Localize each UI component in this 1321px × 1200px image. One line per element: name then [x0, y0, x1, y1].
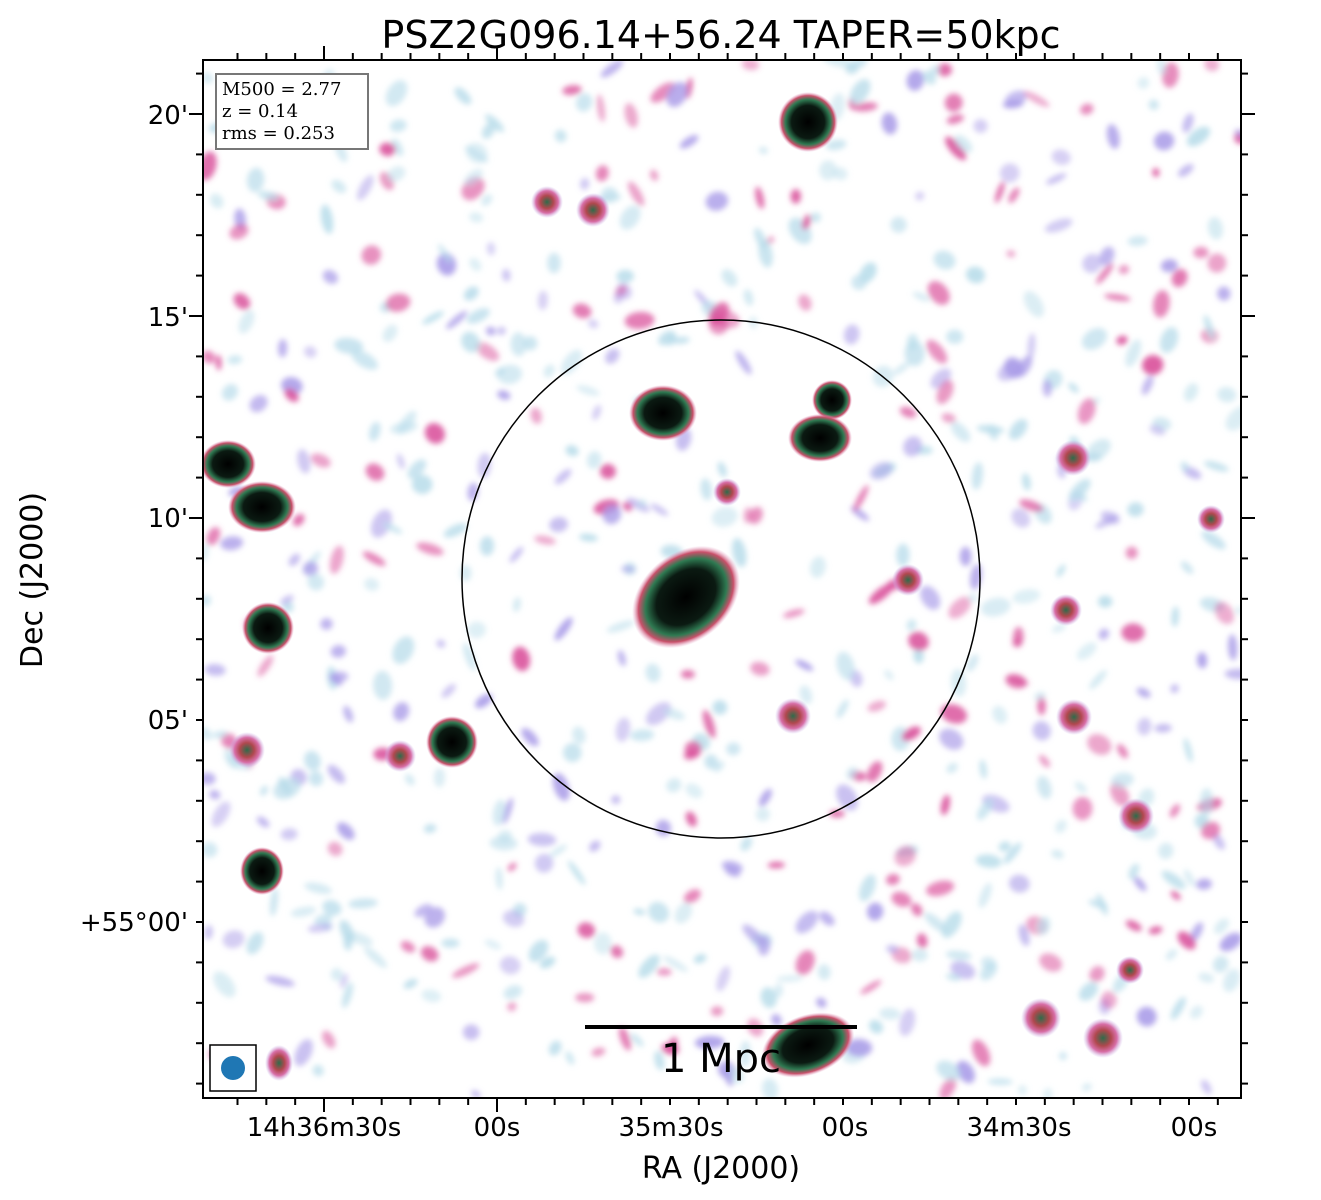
radio-source: [775, 698, 811, 734]
radio-source: [1056, 699, 1092, 735]
radio-source: [778, 92, 838, 152]
radio-image: 1 Mpc: [203, 60, 1241, 1098]
radio-source: [240, 847, 284, 895]
radio-source: [203, 440, 256, 488]
x-axis-label: RA (J2000): [642, 1151, 800, 1186]
radio-source: [629, 385, 697, 441]
radio-source: [713, 478, 741, 506]
radio-source: [1055, 440, 1091, 476]
y-tick-label: 10': [148, 504, 188, 534]
y-tick-label: 05': [148, 706, 188, 736]
radio-source: [1116, 956, 1144, 984]
radio-source: [426, 716, 478, 768]
radio-source: [265, 1045, 293, 1081]
info-redshift: z = 0.14: [222, 101, 298, 122]
y-tick-label: 20': [148, 101, 188, 131]
radio-source: [531, 186, 563, 218]
y-tick-labels: 20' 15' 10' 05' +55°00': [80, 101, 188, 938]
radio-source: [1118, 798, 1154, 834]
info-m500: M500 = 2.77: [222, 79, 341, 100]
x-tick-label: 14h36m30s: [247, 1113, 402, 1143]
radio-source: [788, 414, 852, 462]
x-tick-labels: 14h36m30s 00s 35m30s 00s 34m30s 00s: [247, 1113, 1218, 1143]
noise-texture: [203, 60, 1241, 1098]
radio-source: [1197, 505, 1225, 533]
radio-source: [228, 481, 296, 533]
beam-ellipse: [221, 1056, 245, 1080]
y-axis-label: Dec (J2000): [15, 492, 50, 668]
info-rms: rms = 0.253: [222, 123, 335, 144]
y-tick-label: +55°00': [80, 908, 188, 938]
plot-title: PSZ2G096.14+56.24 TAPER=50kpc: [381, 13, 1060, 57]
radio-source: [812, 380, 852, 420]
x-tick-label: 00s: [822, 1113, 869, 1143]
r500-circle: [461, 319, 981, 839]
info-legend: M500 = 2.77 z = 0.14 rms = 0.253: [215, 73, 369, 150]
radio-source: [384, 740, 416, 772]
y-tick-label: 15': [148, 303, 188, 333]
axis-ticks: [189, 46, 1255, 1112]
radio-source: [1050, 594, 1082, 626]
x-tick-label: 00s: [474, 1113, 521, 1143]
radio-source: [242, 602, 294, 654]
radio-sources: [203, 92, 1225, 1081]
radio-source: [1083, 1018, 1123, 1058]
bright-central-source: [632, 545, 740, 649]
radio-source: [229, 732, 265, 768]
radio-source: [576, 193, 610, 227]
x-tick-label: 34m30s: [966, 1113, 1071, 1143]
plot-frame: [202, 59, 1242, 1099]
radio-source: [892, 564, 924, 596]
x-tick-label: 35m30s: [618, 1113, 723, 1143]
scalebar-label: 1 Mpc: [661, 1036, 781, 1082]
radio-source: [1021, 998, 1061, 1038]
x-tick-label: 00s: [1171, 1113, 1218, 1143]
